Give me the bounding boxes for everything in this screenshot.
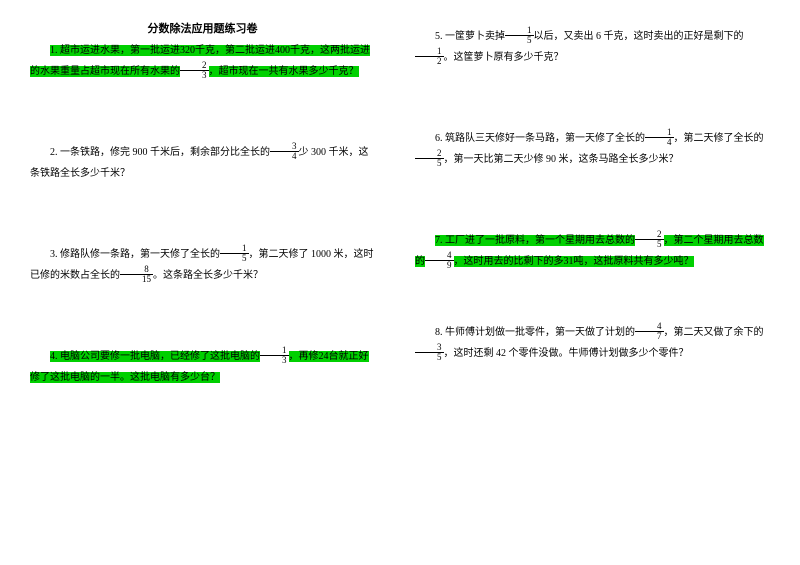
p8-seg3: ，这时还剩 42 个零件没做。牛师傅计划做多少个零件？	[444, 348, 689, 359]
p1-seg4: ，超市现在一共有水果多少千克？	[209, 66, 359, 77]
p8-fraction-1: 47	[635, 322, 664, 341]
p6-seg2: ，第二天修了全长的	[674, 133, 764, 144]
p4-fraction: 13	[260, 346, 289, 365]
p8-fraction-2: 35	[415, 343, 444, 362]
p7-seg4: 吨，这批原料共有多少吨？	[574, 256, 694, 267]
p1-seg2: 千克，第二批运进	[195, 45, 275, 56]
p5-fraction-2: 12	[415, 47, 444, 66]
p1-num2: 400	[275, 45, 290, 56]
problem-8: 8. 牛师傅计划做一批零件，第一天做了计划的47，第二天又做了余下的 35，这时还…	[415, 322, 765, 364]
problem-3: 3. 修路队修一条路，第一天修了全长的15，第二天修了 1000 米，这时已修的…	[30, 244, 375, 286]
p3-seg1: 3. 修路队修一条路，第一天修了全长的	[50, 249, 220, 260]
p2-fraction: 34	[270, 142, 299, 161]
p6-fraction-2: 25	[415, 149, 444, 168]
problem-5: 5. 一筐萝卜卖掉15以后，又卖出 6 千克，这时卖出的正好是剩下的 12。这筐萝…	[415, 26, 765, 68]
p5-seg2: 以后，又卖出 6 千克，这时卖出的正好是剩下的	[534, 31, 744, 42]
left-column: 分数除法应用题练习卷 1. 超市运进水果，第一批运进320千克，第二批运进400…	[0, 0, 400, 565]
p6-seg3: ，第一天比第二天少修 90 米，这条马路全长多少米？	[444, 154, 679, 165]
p4-seg2: ，再修	[289, 351, 319, 362]
p2-seg1: 2. 一条铁路，修完 900 千米后，剩余部分比全长的	[50, 147, 270, 158]
p6-seg1: 6. 筑路队三天修好一条马路，第一天修了全长的	[435, 133, 645, 144]
p1-num1: 320	[180, 45, 195, 56]
p7-fraction-2: 49	[425, 251, 454, 270]
problem-2: 2. 一条铁路，修完 900 千米后，剩余部分比全长的34少 300 千米，这条…	[30, 142, 375, 184]
p3-seg3: 。这条路全长多少千米？	[153, 270, 263, 281]
p4-seg1: 4. 电脑公司要修一批电脑，已经修了这批电脑的	[50, 351, 260, 362]
p6-fraction-1: 14	[645, 128, 674, 147]
p7-seg1: 7. 工厂进了一批原料，第一个星期用去总数的	[435, 235, 635, 246]
p7-fraction-1: 25	[635, 230, 664, 249]
p7-seg3: ，这时用去的比剩下的多	[454, 256, 564, 267]
p8-seg1: 8. 牛师傅计划做一批零件，第一天做了计划的	[435, 327, 635, 338]
p1-seg1: 1. 超市运进水果，第一批运进	[50, 45, 180, 56]
worksheet-title: 分数除法应用题练习卷	[30, 20, 375, 36]
p5-seg1: 5. 一筐萝卜卖掉	[435, 31, 505, 42]
page-container: 分数除法应用题练习卷 1. 超市运进水果，第一批运进320千克，第二批运进400…	[0, 0, 800, 565]
problem-4: 4. 电脑公司要修一批电脑，已经修了这批电脑的13，再修24台就正好修了这批电脑…	[30, 346, 375, 388]
p3-fraction-2: 815	[120, 265, 153, 284]
p3-fraction-1: 15	[220, 244, 249, 263]
p7-num1: 31	[564, 256, 574, 267]
p4-num1: 24	[319, 351, 329, 362]
problem-7: 7. 工厂进了一批原料，第一个星期用去总数的25，第二个星期用去总数的49，这时…	[415, 230, 765, 272]
right-column: 5. 一筐萝卜卖掉15以后，又卖出 6 千克，这时卖出的正好是剩下的 12。这筐萝…	[400, 0, 800, 565]
problem-1: 1. 超市运进水果，第一批运进320千克，第二批运进400千克，这两批运进的水果…	[30, 40, 375, 82]
p8-seg2: ，第二天又做了余下的	[664, 327, 764, 338]
p5-seg3: 。这筐萝卜原有多少千克？	[444, 52, 564, 63]
problem-6: 6. 筑路队三天修好一条马路，第一天修了全长的14，第二天修了全长的 25，第一天…	[415, 128, 765, 170]
p5-fraction-1: 15	[505, 26, 534, 45]
p1-fraction: 23	[180, 61, 209, 80]
